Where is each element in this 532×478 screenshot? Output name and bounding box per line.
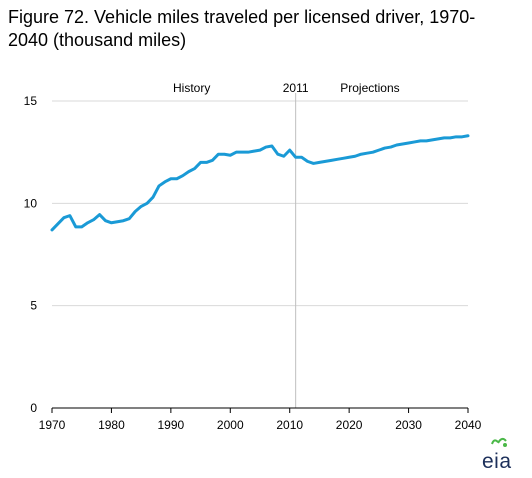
x-tick-label-2010: 2010 bbox=[276, 418, 303, 432]
y-tick-label-5: 5 bbox=[30, 299, 37, 313]
history-label: History bbox=[173, 81, 210, 95]
chart-title: Figure 72. Vehicle miles traveled per li… bbox=[8, 7, 476, 50]
series-line-0 bbox=[50, 134, 470, 232]
eia-logo-mark-icon bbox=[491, 437, 507, 447]
x-tick-label-2000: 2000 bbox=[217, 418, 244, 432]
x-tick-label-2040: 2040 bbox=[455, 418, 482, 432]
x-tick-label-1980: 1980 bbox=[98, 418, 125, 432]
tick-labels: 1970 1980 1990 2000 2010 2020 2030 2040 0 5 10 15 bbox=[24, 94, 482, 432]
y-tick-label-0: 0 bbox=[30, 401, 37, 415]
axes bbox=[51, 407, 469, 413]
eia-logo: eia bbox=[478, 436, 524, 476]
y-tick-label-15: 15 bbox=[24, 94, 38, 108]
annotations: History 2011 Projections bbox=[173, 81, 400, 95]
y-tick-label-10: 10 bbox=[24, 196, 38, 210]
series bbox=[50, 134, 470, 232]
x-tick-label-1990: 1990 bbox=[158, 418, 185, 432]
x-tick-label-2020: 2020 bbox=[336, 418, 363, 432]
x-tick-label-1970: 1970 bbox=[39, 418, 66, 432]
divider-year-label: 2011 bbox=[283, 81, 309, 95]
eia-logo-text: eia bbox=[482, 450, 512, 473]
projections-label: Projections bbox=[340, 81, 399, 95]
gridlines bbox=[52, 100, 468, 307]
x-tick-label-2030: 2030 bbox=[395, 418, 422, 432]
